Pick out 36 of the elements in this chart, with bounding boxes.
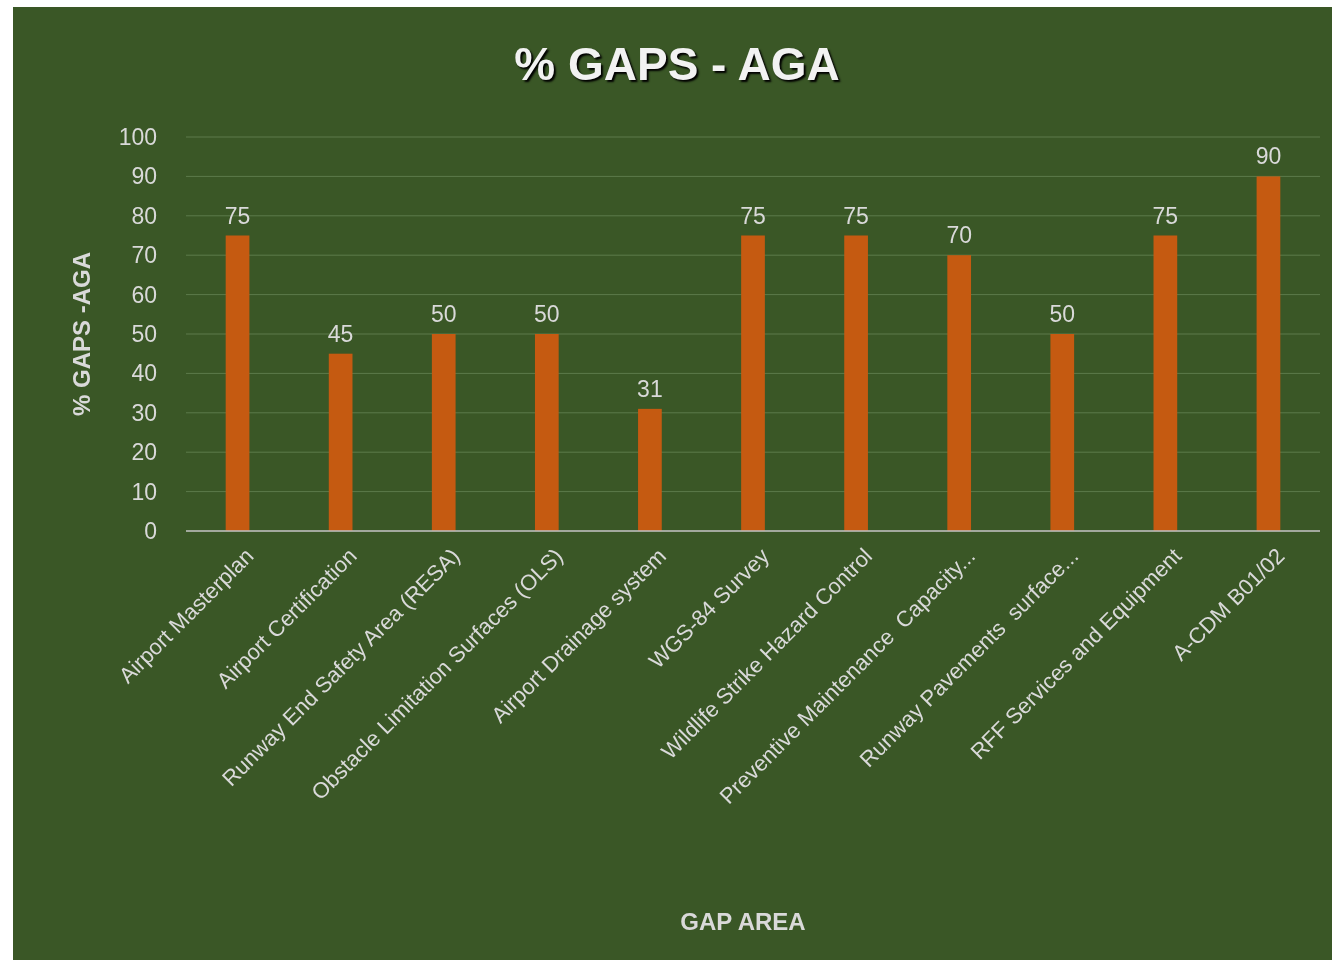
y-tick-label: 50 <box>131 321 157 348</box>
bar <box>947 255 972 531</box>
y-tick-label: 40 <box>131 360 157 387</box>
data-label: 75 <box>843 202 869 229</box>
data-label: 50 <box>1049 301 1076 327</box>
y-tick-label: 100 <box>118 124 157 151</box>
bar <box>1256 176 1281 531</box>
bar <box>534 334 559 531</box>
data-label: 90 <box>1255 143 1282 170</box>
bar <box>328 353 353 531</box>
bar <box>638 408 662 531</box>
y-tick-label: 90 <box>131 163 157 190</box>
bar <box>844 235 868 531</box>
y-tick-label: 80 <box>131 202 157 229</box>
bar <box>1050 334 1075 531</box>
chart-title: % GAPS - AGA <box>514 38 840 90</box>
y-tick-label: 0 <box>144 518 157 545</box>
y-tick-label: 30 <box>131 399 157 426</box>
y-tick-label: 20 <box>131 439 157 466</box>
data-label: 31 <box>637 375 663 402</box>
bar <box>431 334 456 531</box>
data-label: 50 <box>534 301 560 327</box>
y-tick-label: 70 <box>131 242 157 269</box>
bar <box>1153 235 1178 531</box>
y-axis-title: % GAPS -AGA <box>68 251 95 417</box>
data-label: 75 <box>224 202 251 229</box>
data-label: 75 <box>1152 202 1179 229</box>
bar <box>741 235 765 531</box>
data-label: 70 <box>946 222 972 249</box>
data-label: 50 <box>430 301 457 327</box>
y-tick-label: 10 <box>131 478 157 505</box>
data-label: 75 <box>740 202 766 229</box>
y-tick-label: 60 <box>131 281 157 308</box>
bar <box>225 235 250 531</box>
x-axis-title: GAP AREA <box>680 908 806 935</box>
data-label: 45 <box>327 320 354 347</box>
